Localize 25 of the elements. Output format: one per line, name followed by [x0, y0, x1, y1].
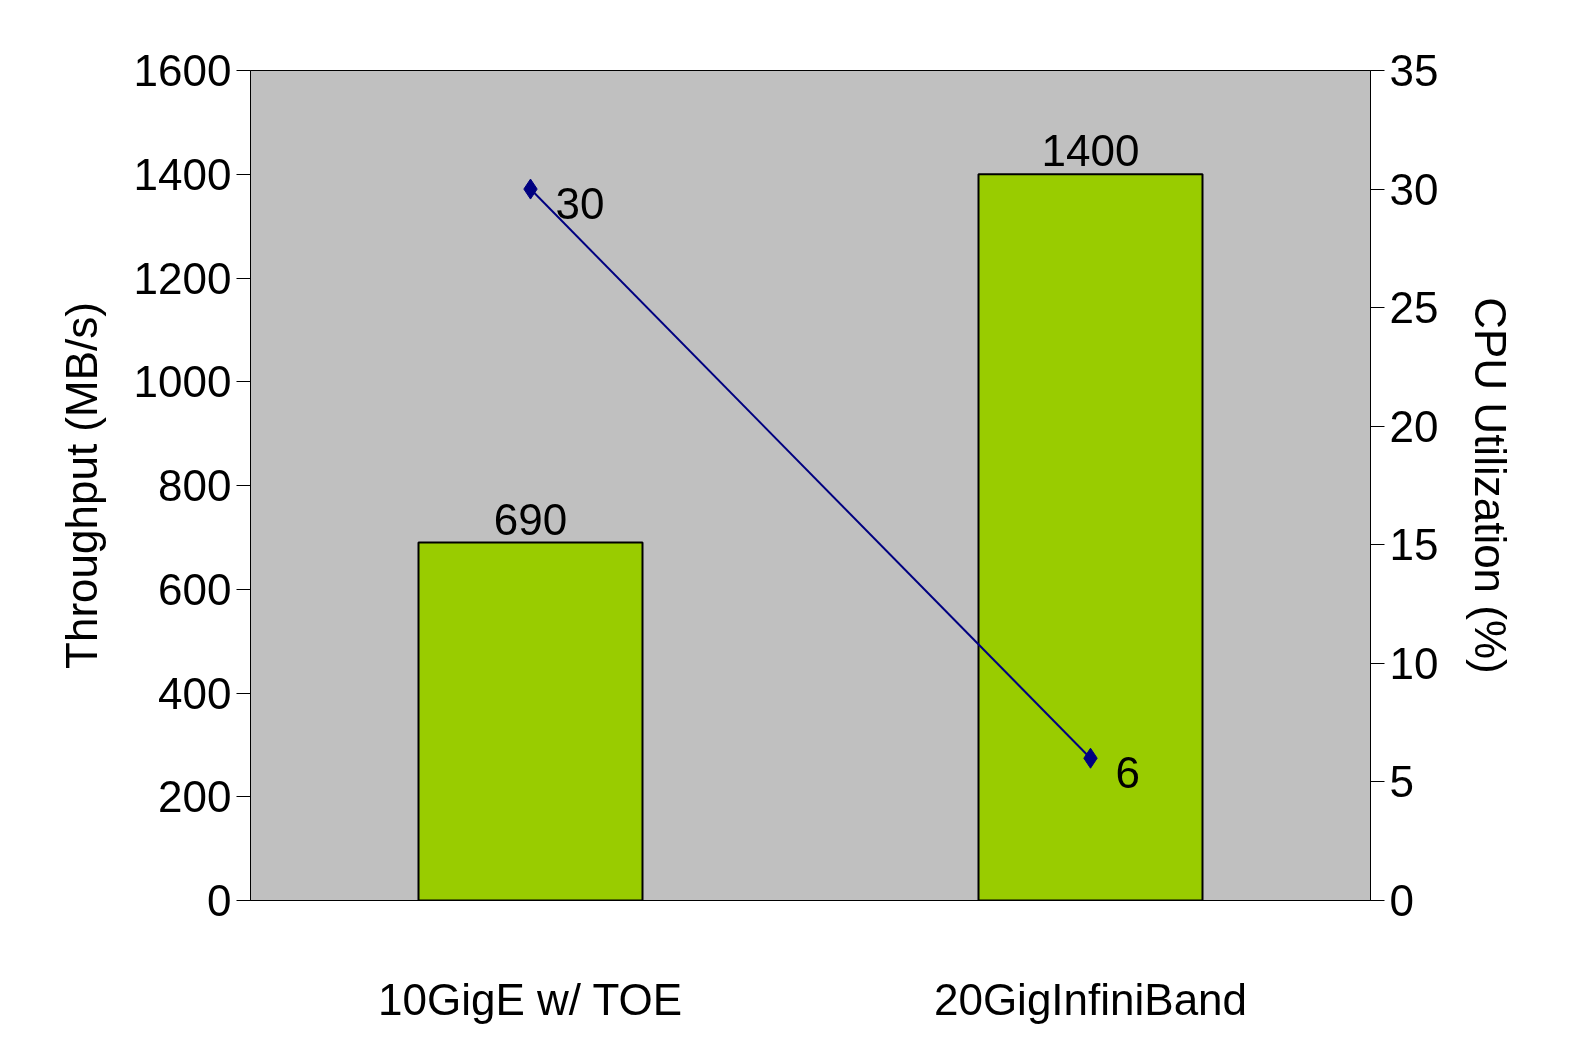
y-tick-label: 1200	[133, 253, 232, 303]
data-label: 6	[1115, 747, 1140, 797]
y-tick-label: 1000	[133, 357, 232, 407]
y-tick-label: 800	[158, 461, 232, 510]
y-tick-label: 0	[207, 876, 232, 925]
y-tick-label: 200	[158, 772, 232, 822]
y2-axis-title: CPU Utilization (%)	[1466, 297, 1516, 674]
y-tick-label: 1400	[133, 149, 232, 199]
data-label: 30	[555, 178, 605, 228]
y2-tick-label: 35	[1389, 46, 1439, 95]
x-tick-label: 20GigInfiniBand	[933, 974, 1248, 1024]
x-tick-label: 10GigE w/ TOE	[378, 974, 683, 1024]
y2-tick-label: 25	[1389, 283, 1439, 333]
y-axis-title: Throughput (MB/s)	[56, 302, 106, 669]
y-tick-label: 600	[158, 564, 232, 614]
y-tick-label: 400	[158, 668, 232, 718]
y2-tick-label: 5	[1389, 757, 1414, 807]
y2-tick-label: 30	[1389, 164, 1439, 214]
y-tick-label: 1600	[133, 46, 232, 95]
y2-tick-label: 15	[1389, 520, 1439, 570]
data-label: 690	[493, 494, 568, 544]
data-label: 1400	[1041, 126, 1140, 176]
y2-tick-label: 0	[1389, 876, 1414, 925]
y2-tick-label: 10	[1389, 638, 1439, 688]
y2-tick-label: 20	[1389, 401, 1439, 451]
